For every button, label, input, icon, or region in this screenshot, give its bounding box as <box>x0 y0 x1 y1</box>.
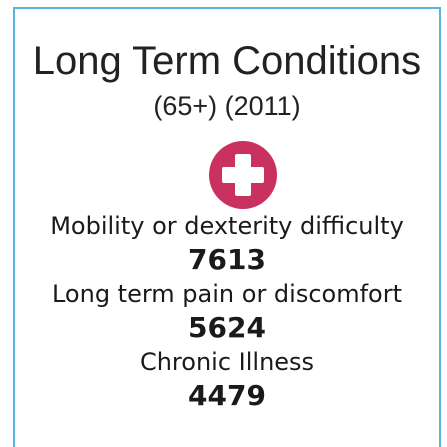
items: Mobility or dexterity difficulty 7613 Long… <box>15 209 439 413</box>
item-value: 4479 <box>188 379 266 412</box>
item-label: Long term pain or discomfort <box>51 280 403 308</box>
item-value: 7613 <box>188 243 266 276</box>
item-label: Chronic Illness <box>139 348 315 376</box>
item-value: 5624 <box>188 311 266 344</box>
title: Long Term Conditions <box>32 39 422 83</box>
card: Long Term Conditions (65+) (2011) Mobili… <box>13 7 441 447</box>
subtitle: (65+) (2011) <box>153 91 301 121</box>
page: {"title": "Long Term Conditions", "subti… <box>13 7 441 447</box>
item-label: Mobility or dexterity difficulty <box>50 212 404 240</box>
health-icon <box>209 141 277 209</box>
